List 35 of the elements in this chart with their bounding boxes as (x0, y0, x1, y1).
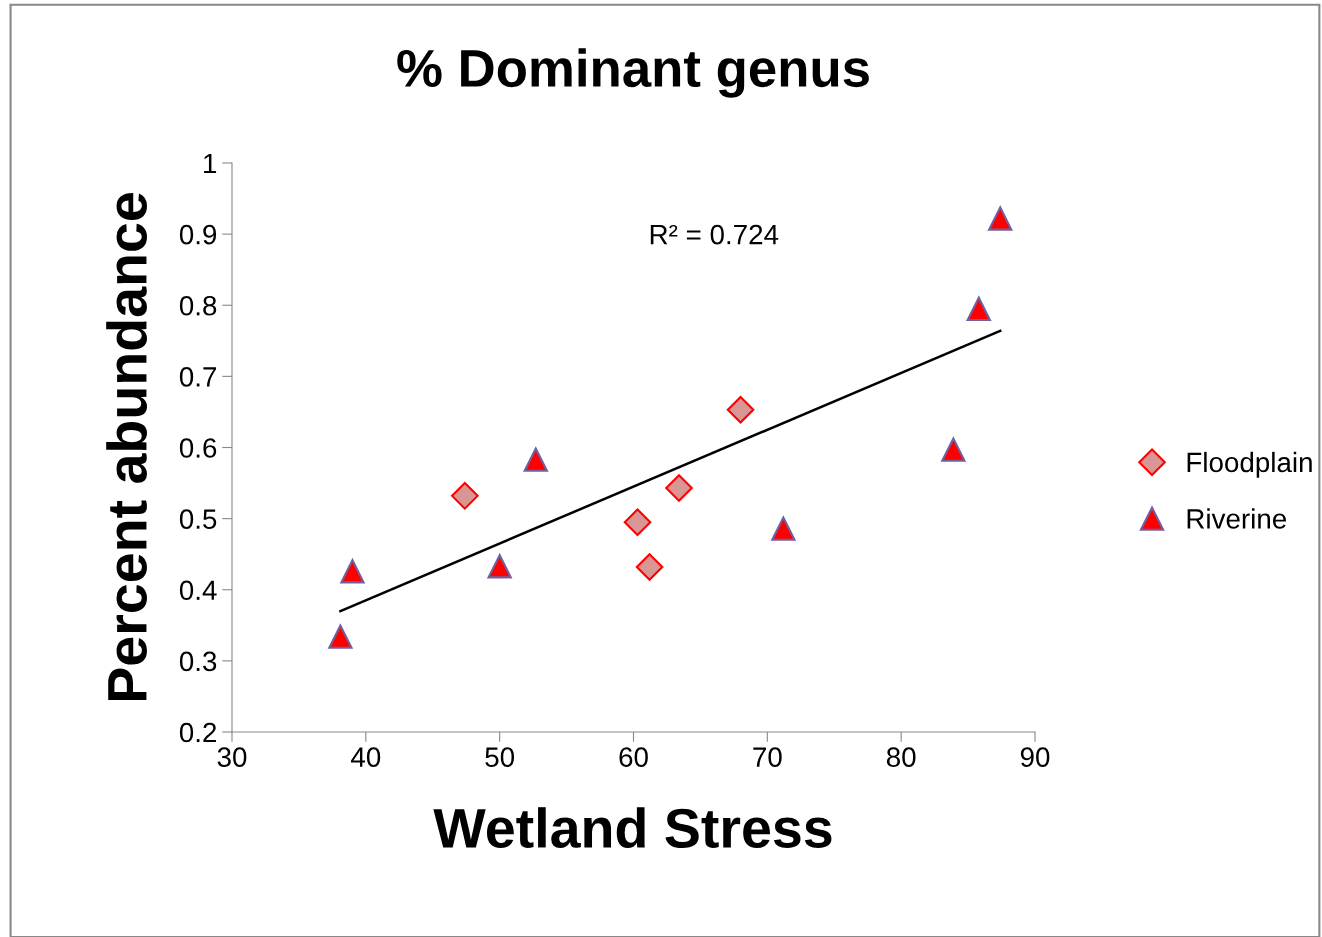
point (487, 554, 512, 579)
point (623, 508, 652, 536)
y-tick-label: 1 (204, 153, 217, 174)
annotation: R² = 0.724 (650, 224, 779, 245)
x-axis-title: Wetland Stress (433, 807, 832, 849)
point (523, 447, 548, 472)
point (665, 474, 693, 502)
point (966, 296, 991, 321)
y-tick-label: 0.4 (179, 580, 217, 601)
y-tick-label: 0.6 (179, 438, 217, 458)
point (941, 437, 966, 462)
y-tick-label: 0.5 (179, 509, 217, 529)
y-tick-label: 0.9 (179, 224, 217, 245)
y-tick-label: 0.7 (179, 367, 217, 387)
legend-label: Riverine (1187, 508, 1286, 529)
y-tick-label: 0.3 (179, 651, 217, 672)
y-tick-label: 0.8 (179, 295, 217, 316)
x-tick-label: 70 (753, 747, 782, 767)
legend-label: Floodplain (1187, 451, 1312, 478)
point (726, 396, 755, 424)
chart-title: % Dominant genus (397, 48, 869, 98)
x-tick-label: 90 (1020, 747, 1050, 767)
x-tick-label: 30 (217, 747, 247, 767)
point (988, 206, 1013, 231)
x-tick-label: 40 (351, 747, 381, 767)
y-tick-label: 0.2 (179, 722, 217, 743)
x-tick-label: 50 (485, 747, 515, 767)
point (451, 482, 479, 510)
point (328, 624, 353, 649)
point (340, 559, 365, 584)
x-tick-label: 60 (619, 747, 648, 767)
y-axis-title: Percent abundance (106, 193, 147, 701)
point (771, 516, 796, 541)
x-tick-label: 80 (886, 747, 916, 767)
point (635, 553, 664, 581)
